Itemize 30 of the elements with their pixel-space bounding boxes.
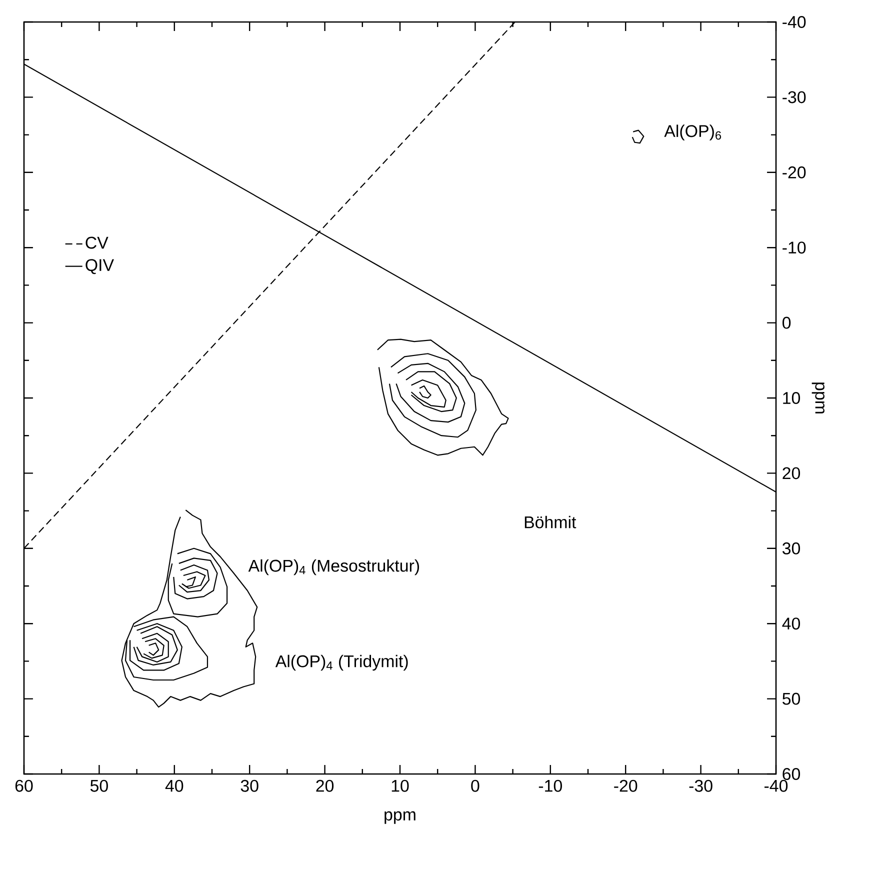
x-axis-title: ppm xyxy=(384,811,416,824)
y-tick-label: -10 xyxy=(782,242,806,254)
x-tick-label: 20 xyxy=(316,780,334,792)
y-tick-label: 30 xyxy=(782,542,800,554)
y-tick-label: 60 xyxy=(782,768,800,780)
y-tick-label: 50 xyxy=(782,692,800,705)
x-tick-label: -30 xyxy=(689,780,712,792)
x-tick-label: 0 xyxy=(471,780,480,792)
x-tick-label: 50 xyxy=(90,780,108,792)
annotation: Al(OP)$_{4}$ (Mesostruktur) xyxy=(248,559,420,576)
legend-label: QIV xyxy=(86,259,114,274)
x-tick-label: -10 xyxy=(538,780,562,792)
x-tick-label: 10 xyxy=(392,780,409,792)
y-tick-label: -20 xyxy=(782,166,806,178)
y-tick-label: 20 xyxy=(782,467,800,480)
y-tick-label: -40 xyxy=(782,16,806,28)
y-tick-label: -30 xyxy=(782,91,806,104)
x-tick-label: -20 xyxy=(614,780,638,792)
annotation: Böhmit xyxy=(524,516,576,528)
y-tick-label: 0 xyxy=(782,316,791,329)
legend-label: CV xyxy=(86,236,108,249)
x-tick-label: 40 xyxy=(165,780,184,792)
y-tick-label: 10 xyxy=(783,392,800,404)
annotation: Al(OP)$_{4}$ (Tridymit) xyxy=(275,654,408,671)
x-tick-label: 30 xyxy=(240,780,258,792)
annotation: Al(OP)$_{6}$ xyxy=(664,124,722,140)
x-tick-label: 60 xyxy=(15,780,33,792)
x-tick-label: -40 xyxy=(764,780,788,792)
y-tick-label: 40 xyxy=(782,618,800,630)
y-axis-title: ppm xyxy=(812,382,824,414)
